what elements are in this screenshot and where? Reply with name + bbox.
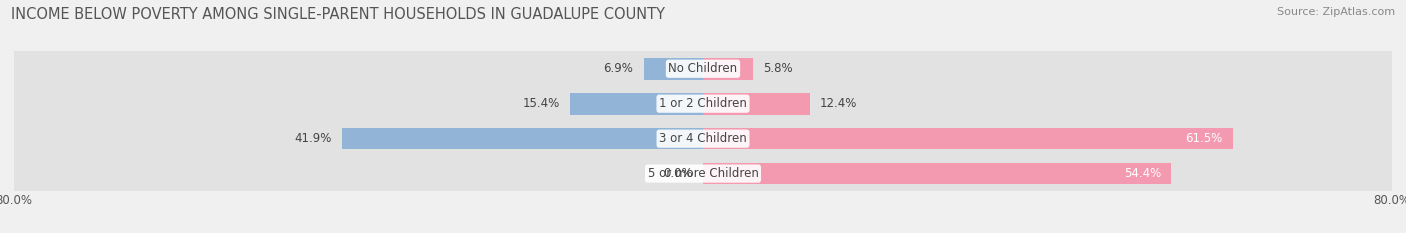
Text: 5.8%: 5.8% <box>763 62 793 75</box>
Bar <box>703 86 1392 121</box>
Bar <box>703 163 1171 185</box>
Bar <box>14 86 703 121</box>
Text: 1 or 2 Children: 1 or 2 Children <box>659 97 747 110</box>
Text: 0.0%: 0.0% <box>664 167 693 180</box>
Text: 15.4%: 15.4% <box>523 97 560 110</box>
Bar <box>703 51 1392 86</box>
Bar <box>703 58 754 80</box>
Text: 5 or more Children: 5 or more Children <box>648 167 758 180</box>
Bar <box>703 121 1392 156</box>
Bar <box>703 128 1233 150</box>
Bar <box>14 121 703 156</box>
Text: 6.9%: 6.9% <box>603 62 633 75</box>
Text: INCOME BELOW POVERTY AMONG SINGLE-PARENT HOUSEHOLDS IN GUADALUPE COUNTY: INCOME BELOW POVERTY AMONG SINGLE-PARENT… <box>11 7 665 22</box>
Text: Source: ZipAtlas.com: Source: ZipAtlas.com <box>1277 7 1395 17</box>
Bar <box>342 128 703 150</box>
Bar <box>703 156 1392 191</box>
Bar <box>644 58 703 80</box>
Bar <box>703 93 810 115</box>
Text: 61.5%: 61.5% <box>1185 132 1222 145</box>
Text: 54.4%: 54.4% <box>1123 167 1161 180</box>
Bar <box>14 156 703 191</box>
Text: 12.4%: 12.4% <box>820 97 858 110</box>
Text: 41.9%: 41.9% <box>294 132 332 145</box>
Bar <box>571 93 703 115</box>
Bar <box>14 51 703 86</box>
Text: No Children: No Children <box>668 62 738 75</box>
Text: 3 or 4 Children: 3 or 4 Children <box>659 132 747 145</box>
